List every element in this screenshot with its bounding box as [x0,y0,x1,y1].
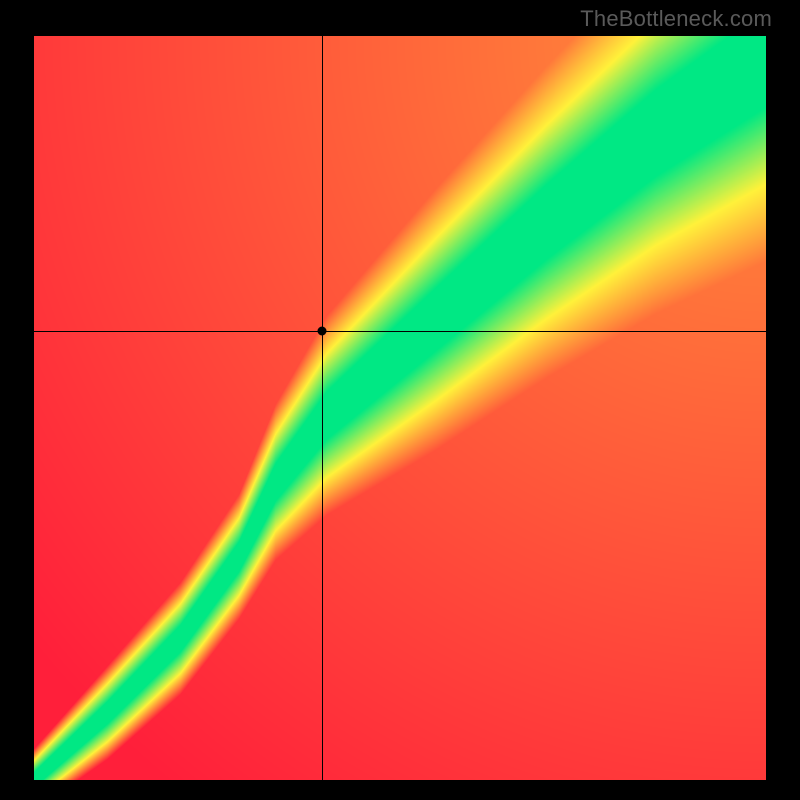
watermark-text: TheBottleneck.com [580,6,772,32]
chart-frame: TheBottleneck.com [0,0,800,800]
plot-area [34,36,766,780]
crosshair-marker [318,327,327,336]
crosshair-horizontal [34,331,766,332]
crosshair-vertical [322,36,323,780]
bottleneck-heatmap [34,36,766,780]
